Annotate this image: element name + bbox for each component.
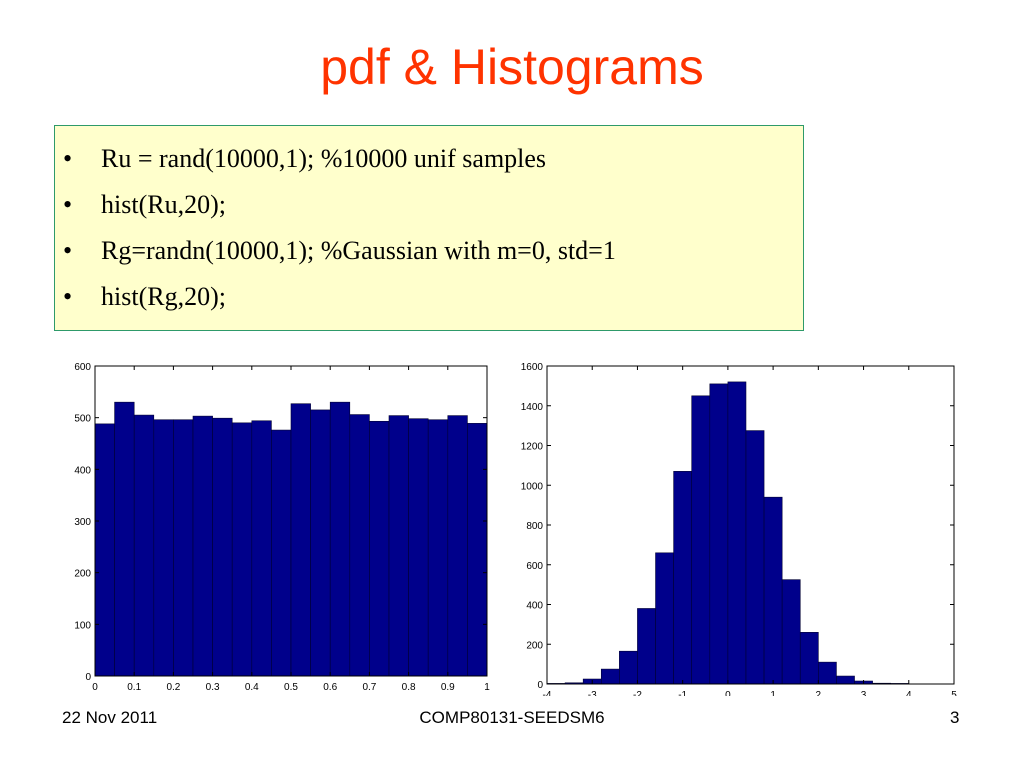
uniform-hist-bar <box>231 422 253 677</box>
gaussian-hist-bar <box>691 395 711 685</box>
uniform-hist-bar <box>329 401 351 677</box>
bullet-text: Ru = rand(10000,1); %10000 unif samples <box>101 144 547 173</box>
uniform-hist-bar <box>133 414 155 677</box>
gaussian-hist-y-tick-label: 1600 <box>521 362 544 373</box>
bullet-text: hist(Rg,20); <box>101 282 226 311</box>
gaussian-hist-bar <box>745 430 765 685</box>
gaussian-hist-bar <box>763 496 783 685</box>
gaussian-hist-y-tick-label: 0 <box>537 680 543 691</box>
gaussian-hist-x-tick-label: 2 <box>816 690 822 696</box>
uniform-hist-x-tick-label: 0.5 <box>284 682 298 693</box>
uniform-hist-bar <box>467 423 488 677</box>
bullet-icon: • <box>63 236 73 265</box>
slide-title: pdf & Histograms <box>320 39 704 95</box>
gaussian-hist-x-tick-label: 5 <box>951 690 957 696</box>
bullet-text: Rg=randn(10000,1); %Gaussian with m=0, s… <box>101 236 616 265</box>
uniform-hist-bar <box>271 429 292 677</box>
uniform-histogram: 0 0.1 0.2 0.3 0.4 0.5 0.6 0.7 0.8 0.9 1 0 100 200 300 4… <box>60 356 500 696</box>
gaussian-hist-bar <box>818 661 837 685</box>
uniform-hist-bar <box>212 417 233 677</box>
bullet-item: • Rg=randn(10000,1); %Gaussian with m=0, … <box>55 228 803 274</box>
gaussian-hist-bar <box>673 471 693 685</box>
uniform-hist-bar <box>251 420 272 677</box>
footer-page-number: 3 <box>950 708 960 727</box>
gaussian-hist-x-tick-label: 0 <box>725 690 731 696</box>
gaussian-hist-x-tick-label: -4 <box>543 690 552 696</box>
gaussian-hist-bar <box>709 383 729 685</box>
uniform-hist-x-tick-label: 0 <box>92 682 98 693</box>
gaussian-hist-bar <box>727 381 747 685</box>
uniform-hist-y-tick-label: 100 <box>74 620 91 631</box>
uniform-hist-x-tick-label: 0.9 <box>441 682 455 693</box>
bullet-item: • Ru = rand(10000,1); %10000 unif samples <box>55 136 803 182</box>
uniform-hist-bar <box>94 423 115 677</box>
bullet-icon: • <box>63 282 73 311</box>
uniform-hist-y-tick-label: 0 <box>85 672 91 683</box>
bullet-icon: • <box>63 190 73 219</box>
gaussian-hist-bar <box>600 668 620 685</box>
gaussian-hist-x-tick-label: -3 <box>588 690 597 696</box>
uniform-hist-bar <box>114 401 135 677</box>
uniform-hist-bar <box>408 418 429 677</box>
uniform-hist-bar <box>388 415 409 677</box>
uniform-hist-x-tick-label: 0.6 <box>323 682 337 693</box>
gaussian-hist-x-tick-label: -2 <box>633 690 642 696</box>
uniform-hist-bar <box>192 415 213 677</box>
uniform-hist-y-tick-label: 300 <box>74 517 91 528</box>
gaussian-hist-y-tick-label: 600 <box>526 561 543 572</box>
gaussian-hist-bar <box>836 675 855 685</box>
uniform-hist-x-tick-label: 0.3 <box>206 682 220 693</box>
gaussian-hist-y-tick-label: 1400 <box>521 402 544 413</box>
uniform-hist-x-tick-label: 0.7 <box>362 682 376 693</box>
uniform-hist-y-tick-label: 200 <box>74 569 91 580</box>
gaussian-hist-y-tick-label: 1200 <box>521 442 544 453</box>
gaussian-histogram: -4 -3 -2 -1 0 1 2 3 4 5 0 200 400 600 800 1000 1200 1400 1… <box>508 356 968 696</box>
gaussian-histogram-svg: -4 -3 -2 -1 0 1 2 3 4 5 0 200 400 600 800 1000 1200 1400 1… <box>521 362 957 696</box>
bullet-text: hist(Ru,20); <box>101 190 226 219</box>
gaussian-hist-bar <box>637 608 656 685</box>
bullet-list: • Ru = rand(10000,1); %10000 unif samples… <box>55 126 803 320</box>
uniform-hist-y-tick-label: 600 <box>74 362 91 373</box>
uniform-hist-x-tick-label: 0.2 <box>166 682 180 693</box>
gaussian-hist-bar <box>619 650 638 685</box>
gaussian-hist-x-tick-label: 3 <box>861 690 867 696</box>
gaussian-hist-y-tick-label: 800 <box>526 521 543 532</box>
uniform-hist-x-tick-label: 0.4 <box>245 682 259 693</box>
uniform-hist-x-tick-label: 1 <box>484 682 490 693</box>
gaussian-hist-bar <box>655 552 674 685</box>
footer-date: 22 Nov 2011 <box>62 708 158 727</box>
bullet-item: • hist(Rg,20); <box>55 274 803 320</box>
uniform-hist-x-tick-label: 0.8 <box>402 682 416 693</box>
bullet-icon: • <box>63 144 73 173</box>
footer-course: COMP80131-SEEDSM6 <box>419 708 605 727</box>
gaussian-hist-bar <box>799 632 819 685</box>
uniform-hist-bar <box>427 419 449 677</box>
uniform-hist-bar <box>310 409 331 677</box>
uniform-histogram-svg: 0 0.1 0.2 0.3 0.4 0.5 0.6 0.7 0.8 0.9 1 0 100 200 300 4… <box>74 362 490 693</box>
gaussian-hist-x-tick-label: -1 <box>678 690 687 696</box>
uniform-hist-bar <box>349 414 370 677</box>
uniform-hist-bar <box>290 403 311 677</box>
uniform-hist-bar <box>173 419 194 677</box>
uniform-hist-bar <box>153 419 174 677</box>
gaussian-hist-x-tick-label: 1 <box>770 690 776 696</box>
gaussian-hist-bar <box>781 579 801 685</box>
uniform-hist-y-tick-label: 500 <box>74 414 91 425</box>
uniform-hist-bar <box>447 415 468 677</box>
gaussian-hist-y-tick-label: 400 <box>526 601 543 612</box>
gaussian-hist-y-tick-label: 1000 <box>521 481 544 492</box>
uniform-hist-y-tick-label: 400 <box>74 465 91 476</box>
bullet-item: • hist(Ru,20); <box>55 182 803 228</box>
code-box: • Ru = rand(10000,1); %10000 unif samples… <box>54 125 804 331</box>
gaussian-hist-x-tick-label: 4 <box>906 690 912 696</box>
uniform-hist-x-tick-label: 0.1 <box>127 682 141 693</box>
gaussian-hist-y-tick-label: 200 <box>526 640 543 651</box>
uniform-hist-bar <box>369 420 390 677</box>
